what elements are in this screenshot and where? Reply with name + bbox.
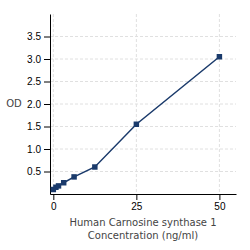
tick: 2.5 [27,76,50,87]
grid-line [50,149,236,150]
grid-line [50,36,236,37]
marker [71,174,76,179]
tick: 2.0 [27,99,50,110]
series [51,54,223,192]
tick-label: 0 [51,201,57,212]
grid-line [136,14,137,194]
marker [61,180,66,185]
tick-label: 1.5 [27,121,41,132]
tick-label: 0.5 [27,166,41,177]
tick-label: 50 [214,201,226,212]
tick-label: 1.0 [27,144,41,155]
line [53,57,219,190]
tick-mark [44,172,50,173]
tick-mark [136,194,137,200]
grid-line [50,81,236,82]
axis-line [51,194,237,195]
grid [50,14,236,194]
tick-mark [44,37,50,38]
marker [217,54,222,59]
x-axis: 0 25 50 [51,194,237,212]
tick: 1.5 [27,121,50,132]
y-axis: 0.5 1.0 1.5 2.0 2.5 3.0 3.5 [27,15,50,195]
grid-line [219,14,220,194]
grid-line [53,14,54,194]
tick-mark [44,149,50,150]
tick-mark [53,194,54,200]
tick: 25 [131,194,143,212]
tick-label: 25 [131,201,143,212]
grid-line [50,126,236,127]
tick-label: 2.0 [27,99,41,110]
tick-mark [44,104,50,105]
x-axis-title: Human Carnosine synthase 1Concentration … [69,217,216,241]
tick-mark [44,82,50,83]
tick-mark [219,194,220,200]
axis-line [50,15,51,195]
tick-mark [44,59,50,60]
y-axis-title: OD [6,98,22,109]
tick: 1.0 [27,144,50,155]
tick: 50 [214,194,226,212]
marker [134,122,139,127]
marker [56,183,61,188]
tick: 3.5 [27,31,50,42]
grid-line [50,59,236,60]
marker [92,164,97,169]
chart: 0 25 50 0.5 1.0 1.5 2.0 2.5 3.0 3.5 Human Carnosin… [0,0,250,250]
plot-area: 0 25 50 0.5 1.0 1.5 2.0 2.5 3.0 3.5 [27,14,236,212]
tick: 0 [51,194,57,212]
grid-line [50,104,236,105]
grid-line [50,171,236,172]
tick-label: 3.0 [27,54,41,65]
tick: 3.0 [27,54,50,65]
tick-label: 2.5 [27,76,41,87]
tick-label: 3.5 [27,31,41,42]
tick-mark [44,127,50,128]
tick: 0.5 [27,166,50,177]
